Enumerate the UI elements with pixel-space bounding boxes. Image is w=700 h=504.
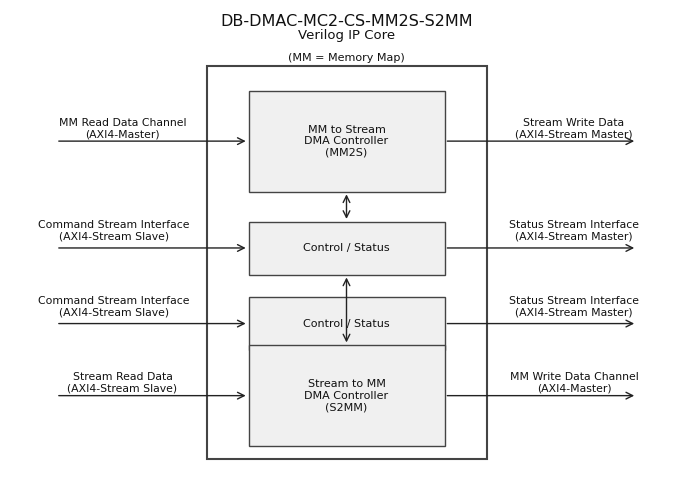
Bar bbox=[206, 66, 486, 459]
Text: Command Stream Interface
(AXI4-Stream Slave): Command Stream Interface (AXI4-Stream Sl… bbox=[38, 220, 190, 241]
Bar bbox=[248, 91, 444, 192]
Text: Verilog IP Core: Verilog IP Core bbox=[298, 29, 395, 42]
Text: Stream Write Data
(AXI4-Stream Master): Stream Write Data (AXI4-Stream Master) bbox=[515, 118, 633, 139]
Text: Control / Status: Control / Status bbox=[303, 243, 390, 253]
Text: DB-DMAC-MC2-CS-MM2S-S2MM: DB-DMAC-MC2-CS-MM2S-S2MM bbox=[220, 14, 472, 29]
Text: Status Stream Interface
(AXI4-Stream Master): Status Stream Interface (AXI4-Stream Mas… bbox=[509, 220, 639, 241]
Bar bbox=[248, 222, 444, 275]
Text: MM Read Data Channel
(AXI4-Master): MM Read Data Channel (AXI4-Master) bbox=[59, 118, 186, 139]
Text: Status Stream Interface
(AXI4-Stream Master): Status Stream Interface (AXI4-Stream Mas… bbox=[509, 296, 639, 317]
Text: MM Write Data Channel
(AXI4-Master): MM Write Data Channel (AXI4-Master) bbox=[510, 372, 638, 394]
Text: Stream to MM
DMA Controller
(S2MM): Stream to MM DMA Controller (S2MM) bbox=[304, 379, 389, 412]
Text: (MM = Memory Map): (MM = Memory Map) bbox=[288, 53, 405, 63]
Bar bbox=[248, 345, 444, 446]
Text: Control / Status: Control / Status bbox=[303, 319, 390, 329]
Text: Stream Read Data
(AXI4-Stream Slave): Stream Read Data (AXI4-Stream Slave) bbox=[67, 372, 178, 394]
Text: MM to Stream
DMA Controller
(MM2S): MM to Stream DMA Controller (MM2S) bbox=[304, 124, 389, 158]
Bar bbox=[248, 297, 444, 350]
Text: Command Stream Interface
(AXI4-Stream Slave): Command Stream Interface (AXI4-Stream Sl… bbox=[38, 296, 190, 317]
